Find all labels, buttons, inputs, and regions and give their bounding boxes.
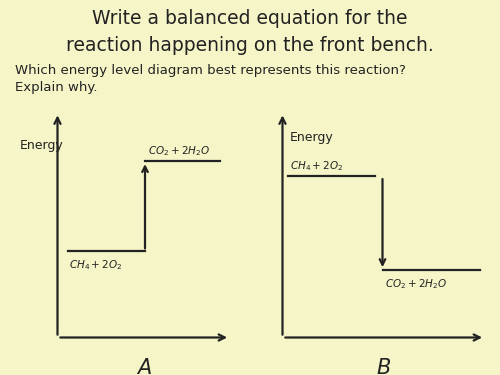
Text: $CO_2 + 2H_2O$: $CO_2 + 2H_2O$	[385, 277, 447, 291]
Text: reaction happening on the front bench.: reaction happening on the front bench.	[66, 36, 434, 55]
Text: B: B	[376, 358, 391, 375]
Text: Explain why.: Explain why.	[15, 81, 98, 94]
Text: A: A	[136, 358, 151, 375]
Text: Energy: Energy	[20, 139, 64, 152]
Text: Write a balanced equation for the: Write a balanced equation for the	[92, 9, 408, 28]
Text: $CO_2 + 2H_2O$: $CO_2 + 2H_2O$	[148, 144, 210, 158]
Text: Energy: Energy	[290, 131, 334, 144]
Text: Which energy level diagram best represents this reaction?: Which energy level diagram best represen…	[15, 64, 406, 77]
Text: $CH_4 + 2O_2$: $CH_4 + 2O_2$	[290, 159, 344, 173]
Text: $CH_4 + 2O_2$: $CH_4 + 2O_2$	[69, 258, 122, 272]
